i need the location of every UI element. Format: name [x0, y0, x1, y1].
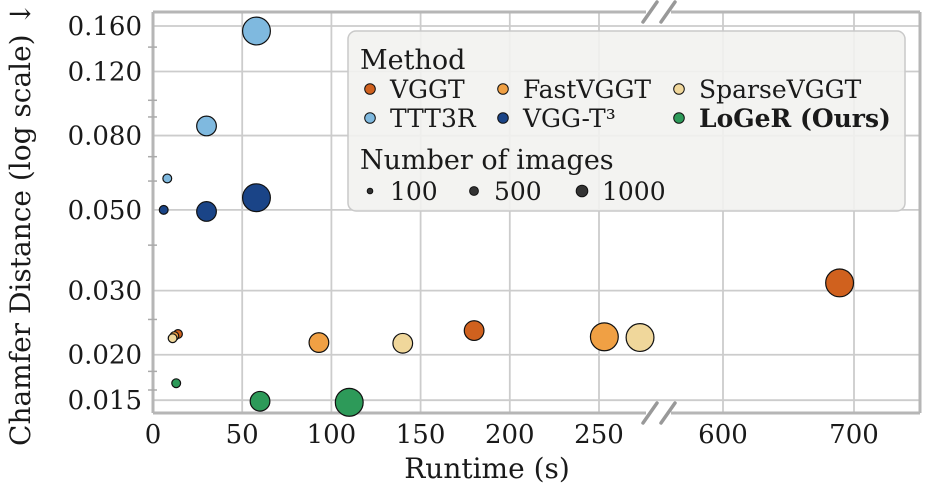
data-point-sparsevggt [167, 333, 178, 344]
legend-label-loger-ours: LoGeR (Ours) [699, 104, 891, 133]
y-tick-label: 0.050 [68, 196, 142, 226]
x-tick-label: 150 [396, 420, 446, 450]
axis-break-mark [641, 401, 659, 425]
legend-size-label-1000: 1000 [602, 177, 666, 206]
legend-size-label-500: 500 [494, 177, 542, 206]
x-tick-label: 100 [307, 420, 357, 450]
y-tick-label: 0.015 [68, 386, 142, 416]
x-axis-title: Runtime (s) [404, 452, 570, 485]
data-point-vggt [825, 268, 855, 298]
data-point-fastvggt [589, 322, 619, 352]
axis-break-mark [641, 0, 659, 24]
data-point-ttt3r [162, 173, 173, 184]
y-tick-label: 0.080 [68, 122, 142, 152]
axis-break-mark [659, 0, 677, 24]
legend-size-label-100: 100 [390, 177, 438, 206]
x-tick-label: 700 [829, 420, 879, 450]
x-tick-label: 250 [574, 420, 624, 450]
data-point-loger-ours [334, 387, 364, 417]
x-tick-label: 200 [485, 420, 535, 450]
y-tick-label: 0.120 [68, 57, 142, 87]
y-tick-label: 0.160 [68, 12, 142, 42]
legend-swatch-loger-ours [673, 112, 685, 124]
legend-size-swatch-1000 [575, 184, 589, 198]
y-tick-label: 0.030 [68, 277, 142, 307]
legend-label-vgg-t: VGG-T³ [522, 104, 616, 133]
legend-label-ttt3r: TTT3R [390, 104, 477, 133]
legend-swatch-ttt3r [364, 112, 376, 124]
legend-size-title: Number of images [360, 145, 614, 176]
legend-label-sparsevggt: SparseVGGT [699, 75, 862, 104]
x-tick-label: 0 [145, 420, 162, 450]
legend-label-vggt: VGGT [389, 75, 465, 104]
data-point-vggt [463, 320, 485, 342]
legend-label-fastvggt: FastVGGT [523, 75, 651, 104]
data-point-vgg-t [241, 183, 271, 213]
data-point-loger-ours [249, 390, 271, 412]
legend-swatch-sparsevggt [673, 83, 685, 95]
data-point-ttt3r [241, 16, 271, 46]
legend-method-title: Method [360, 45, 465, 76]
legend-swatch-vgg-t [497, 112, 509, 124]
x-tick-label: 50 [226, 420, 259, 450]
legend-size-swatch-500 [469, 186, 479, 196]
legend-size-swatch-100 [366, 187, 374, 195]
legend-swatch-fastvggt [497, 83, 509, 95]
data-point-sparsevggt [392, 332, 414, 354]
data-point-vgg-t [196, 201, 217, 222]
data-point-fastvggt [308, 332, 330, 353]
y-axis-title: Chamfer Distance (log scale) ↓ [4, 2, 37, 446]
x-tick-label: 600 [698, 420, 748, 450]
data-point-vgg-t [158, 204, 169, 215]
legend-box [347, 30, 906, 212]
axis-break-mark [659, 401, 677, 425]
legend-swatch-vggt [364, 83, 376, 95]
data-point-sparsevggt [625, 323, 655, 353]
data-point-loger-ours [171, 378, 182, 389]
y-tick-label: 0.020 [68, 341, 142, 371]
data-point-ttt3r [196, 115, 217, 137]
